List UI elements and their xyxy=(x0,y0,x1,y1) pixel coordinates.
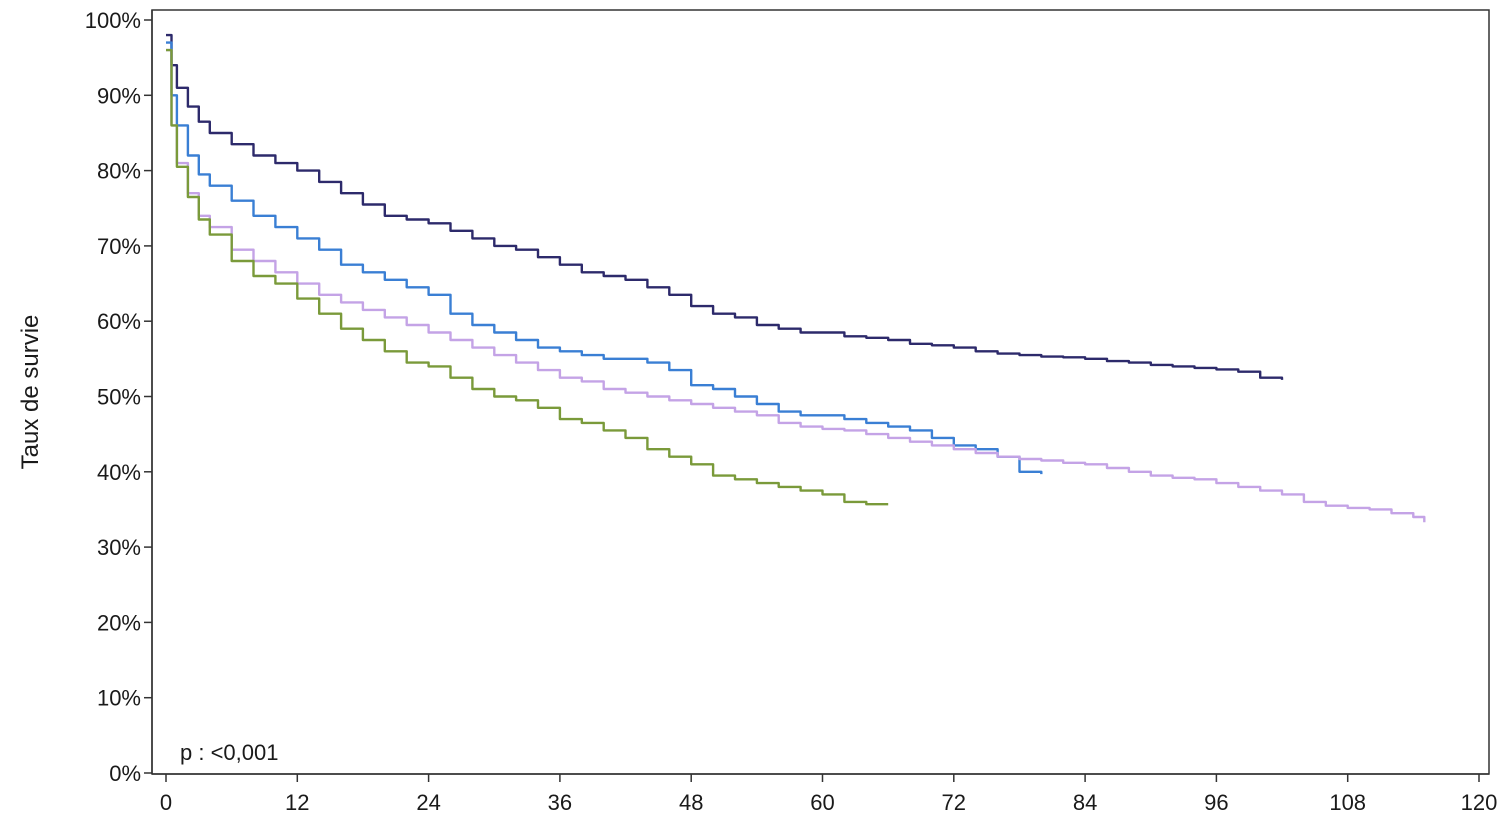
x-tick-label: 96 xyxy=(1204,790,1228,815)
series-line-3 xyxy=(166,48,1426,523)
y-axis-title: Taux de survie xyxy=(17,315,44,470)
series-layer xyxy=(166,33,1426,523)
x-tick-label: 12 xyxy=(285,790,309,815)
series-line-2 xyxy=(166,41,1043,475)
x-tick-label: 120 xyxy=(1461,790,1498,815)
y-tick-label: 40% xyxy=(97,460,141,485)
series-line-1 xyxy=(166,33,1284,380)
series-line-4 xyxy=(166,48,889,506)
x-tick-label: 84 xyxy=(1073,790,1097,815)
y-tick-label: 50% xyxy=(97,385,141,410)
x-tick-label: 24 xyxy=(416,790,440,815)
y-tick-label: 30% xyxy=(97,535,141,560)
y-tick-label: 0% xyxy=(109,761,141,786)
y-tick-label: 90% xyxy=(97,83,141,108)
y-tick-label: 60% xyxy=(97,309,141,334)
x-tick-label: 0 xyxy=(160,790,172,815)
x-tick-label: 72 xyxy=(942,790,966,815)
y-tick-label: 70% xyxy=(97,234,141,259)
plot-frame xyxy=(151,9,1490,775)
x-axis: 0 12 24 36 48 60 72 84 96 108 120 xyxy=(152,773,1498,815)
y-axis: 0% 10% 20% 30% 40% 50% 60% 70% 80% 90% 100% xyxy=(85,8,153,786)
x-tick-label: 36 xyxy=(548,790,572,815)
y-tick-label: 100% xyxy=(85,8,141,33)
x-tick-label: 108 xyxy=(1329,790,1366,815)
x-tick-label: 60 xyxy=(810,790,834,815)
y-tick-label: 20% xyxy=(97,610,141,635)
x-tick-label: 48 xyxy=(679,790,703,815)
p-value-annotation: p : <0,001 xyxy=(180,740,278,765)
y-tick-label: 80% xyxy=(97,159,141,184)
y-tick-label: 10% xyxy=(97,686,141,711)
